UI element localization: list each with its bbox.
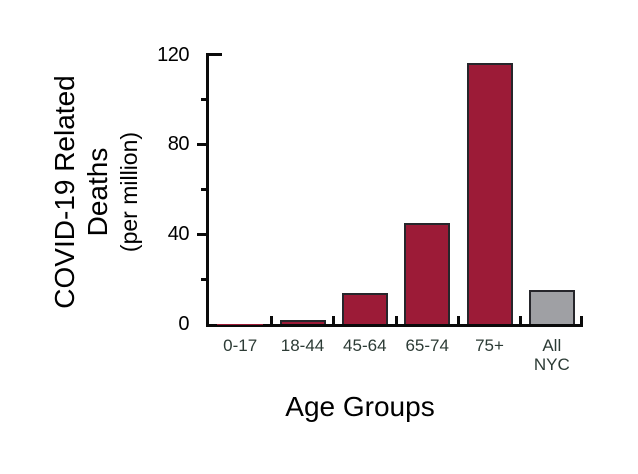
x-axis-end-cap: [580, 316, 583, 327]
bar-all-nyc: [528, 290, 575, 324]
y-tick-label: 120: [157, 43, 189, 66]
x-tick-label: All NYC: [533, 336, 570, 374]
y-tick-label: 0: [178, 313, 189, 335]
bar-65-74: [404, 222, 451, 324]
y-minor-tick: [201, 187, 209, 191]
bar-75+: [466, 63, 513, 324]
x-tick: [456, 316, 460, 324]
bar-18-44: [279, 319, 326, 324]
y-tick-label: 80: [167, 133, 190, 156]
x-tick: [394, 316, 398, 324]
bar-45-64: [341, 292, 388, 324]
y-tick-label: 40: [167, 223, 190, 246]
x-tick: [332, 316, 336, 324]
y-axis-title-units: (per million): [116, 131, 142, 253]
y-axis-title-line1: COVID-19 Related: [49, 75, 80, 309]
y-major-tick: [197, 232, 209, 236]
y-major-tick: [197, 142, 209, 146]
y-axis-top-cap: [209, 53, 222, 56]
x-tick-label: 45-64: [343, 336, 387, 355]
x-tick-label: 18-44: [280, 336, 325, 355]
x-tick-label: 65-74: [405, 336, 449, 355]
y-minor-tick: [201, 97, 209, 101]
x-tick: [519, 316, 523, 324]
x-tick-label: 0-17: [223, 336, 258, 355]
y-minor-tick: [201, 277, 209, 281]
x-axis-title: Age Groups: [285, 391, 435, 422]
y-axis-title-line2: Deaths: [82, 147, 113, 237]
x-axis-line: [206, 324, 583, 327]
y-axis-title: COVID-19 Related Deaths (per million): [48, 22, 148, 362]
x-tick: [269, 316, 273, 324]
x-tick-label: 75+: [475, 336, 504, 355]
